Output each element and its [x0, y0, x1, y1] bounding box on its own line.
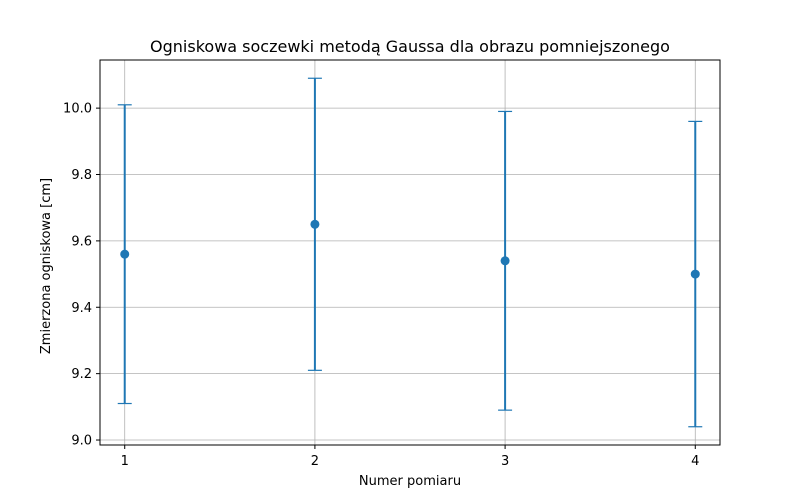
data-point: [120, 249, 130, 259]
x-axis-label: Numer pomiaru: [359, 474, 461, 489]
y-tick-label: 9.8: [71, 168, 92, 183]
ticks-layer: 1 2 3 4 9.0 9.2 9.4 9.6 9.8 10.0: [63, 102, 699, 469]
data-point: [500, 256, 510, 266]
x-tick-label: 2: [311, 454, 319, 469]
marks-layer: [117, 77, 703, 428]
y-tick-label: 9.6: [71, 234, 92, 249]
plot-frame: [99, 59, 721, 446]
y-tick-label: 10.0: [63, 102, 92, 117]
x-tick-label: 1: [121, 454, 129, 469]
chart-title: Ogniskowa soczewki metodą Gaussa dla obr…: [150, 37, 670, 56]
x-tick-label: 3: [501, 454, 509, 469]
x-tick-label: 4: [691, 454, 699, 469]
y-tick-label: 9.0: [71, 434, 92, 449]
y-axis-label: Zmierzona ogniskowa [cm]: [39, 178, 54, 354]
data-point: [310, 219, 320, 229]
grid-layer: [100, 60, 720, 445]
data-point: [690, 269, 700, 279]
y-tick-label: 9.4: [71, 301, 92, 316]
y-tick-label: 9.2: [71, 367, 92, 382]
